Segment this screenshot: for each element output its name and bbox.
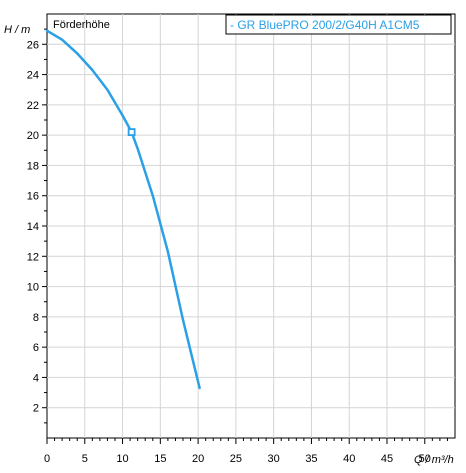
x-axis-label: Q / m³/h <box>414 454 454 466</box>
series-line <box>45 29 201 390</box>
x-tick-label: 15 <box>154 453 166 465</box>
axis-ticks <box>42 28 448 444</box>
y-axis-label: H / m <box>4 24 30 36</box>
legend-box <box>225 14 452 35</box>
y-tick-label: 14 <box>27 221 39 233</box>
x-tick-label: 5 <box>82 453 88 465</box>
grid-lines <box>47 14 455 438</box>
y-tick-label: 20 <box>27 130 39 142</box>
y-tick-label: 22 <box>27 100 39 112</box>
x-tick-label: 40 <box>343 453 355 465</box>
operating-point-marker <box>127 128 136 137</box>
y-tick-label: 18 <box>27 160 39 172</box>
y-tick-label: 8 <box>33 312 39 324</box>
chart-title: Förderhöhe <box>53 19 110 31</box>
y-tick-label: 10 <box>27 282 39 294</box>
legend-entry-label: - GR BluePRO 200/2/G40H A1CM5 <box>230 18 420 32</box>
y-tick-label: 12 <box>27 251 39 263</box>
y-tick-label: 24 <box>27 70 39 82</box>
y-tick-label: 6 <box>33 342 39 354</box>
series-layer <box>45 29 201 390</box>
y-tick-label: 26 <box>27 39 39 51</box>
y-tick-label: 16 <box>27 191 39 203</box>
x-tick-label: 0 <box>44 453 50 465</box>
x-tick-label: 25 <box>230 453 242 465</box>
x-tick-label: 35 <box>305 453 317 465</box>
x-tick-label: 30 <box>268 453 280 465</box>
x-tick-label: 45 <box>381 453 393 465</box>
x-tick-label: 20 <box>192 453 204 465</box>
x-tick-label: 50 <box>419 453 431 465</box>
y-tick-label: 2 <box>33 403 39 415</box>
y-tick-label: 4 <box>33 372 39 384</box>
x-tick-label: 10 <box>116 453 128 465</box>
legend: - GR BluePRO 200/2/G40H A1CM5 <box>225 14 452 35</box>
